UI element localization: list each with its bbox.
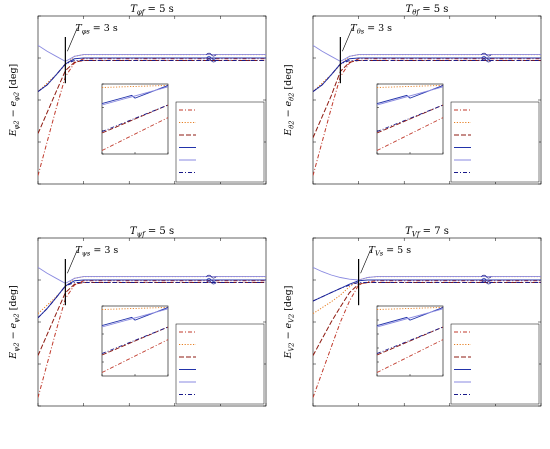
- inset-series-line: [376, 326, 444, 356]
- inset-series-line: [376, 308, 444, 328]
- series-line-1: [313, 280, 541, 398]
- y-axis-label: Eψ2 − eψ2 [deg]: [8, 285, 21, 360]
- chart-title: TVf = 7 s: [405, 226, 449, 239]
- legend: [450, 323, 540, 405]
- inset-series-line: [376, 117, 444, 151]
- inset-series-line: [101, 104, 169, 134]
- disturbance-mark: [206, 52, 217, 57]
- series-line-2: [313, 54, 541, 92]
- legend-frame: [450, 101, 540, 183]
- annotation-label: Tθs = 3 s: [350, 23, 392, 36]
- legend: [175, 101, 265, 183]
- annotation-label: TVs = 5 s: [369, 245, 412, 258]
- series-line-5: [313, 266, 541, 281]
- inset-series-line: [376, 104, 444, 134]
- chart-panel-3: Tψf = 5 s Eψ2 − eψ2 [deg] Tψs = 3 s: [8, 226, 267, 407]
- annotation-arrow: [342, 27, 353, 52]
- y-axis-label: EV2 − eV2 [deg]: [283, 286, 296, 360]
- disturbance-mark: [206, 58, 217, 63]
- annotation-arrow: [360, 249, 371, 274]
- disturbance-mark: [206, 56, 217, 60]
- inset-series-line: [101, 339, 169, 373]
- inset-zoom: [101, 305, 169, 377]
- inset-series-line: [376, 326, 444, 355]
- inset-series-line: [101, 104, 169, 133]
- inset-series-line: [376, 104, 444, 133]
- annotation-arrow: [67, 249, 78, 274]
- series-line-2: [38, 276, 266, 314]
- inset-series-line: [101, 326, 169, 355]
- inset-zoom: [376, 305, 444, 377]
- chart-panel-4: TVf = 7 s EV2 − eV2 [deg] TVs = 5 s: [283, 226, 542, 407]
- annotation-arrow: [67, 27, 78, 52]
- chart-title: Tθf = 5 s: [406, 4, 449, 17]
- inset-zoom: [376, 83, 444, 155]
- series-line-3: [38, 282, 266, 356]
- inset-series-line: [376, 86, 444, 106]
- inset-series-line: [101, 86, 169, 106]
- series-line-4: [313, 279, 541, 302]
- disturbance-mark: [481, 52, 492, 57]
- disturbance-mark: [481, 56, 492, 60]
- inset-zoom: [101, 83, 169, 155]
- series-line-5: [38, 267, 266, 284]
- disturbance-mark: [206, 280, 217, 285]
- inset-series-line: [101, 326, 169, 356]
- legend-frame: [450, 323, 540, 405]
- chart-panel-1: Tφf = 5 s Eφ2 − eφ2 [deg] Tφs = 3 s: [8, 4, 267, 185]
- y-axis-label: Eφ2 − eφ2 [deg]: [8, 64, 21, 138]
- disturbance-mark: [481, 274, 492, 279]
- chart-panel-2: Tθf = 5 s Eθ2 − eθ2 [deg] Tθs = 3 s: [283, 4, 542, 185]
- series-line-2: [313, 276, 541, 315]
- series-line-2: [38, 54, 266, 92]
- annotation-label: Tφs = 3 s: [75, 23, 117, 36]
- inset-series-line: [101, 308, 169, 328]
- series-line-3: [38, 60, 266, 134]
- series-line-5: [38, 45, 266, 62]
- disturbance-mark: [206, 274, 217, 279]
- series-line-5: [313, 45, 541, 62]
- legend-frame: [175, 323, 265, 405]
- y-axis-label: Eθ2 − eθ2 [deg]: [283, 64, 296, 136]
- annotation-label: Tψs = 3 s: [75, 245, 118, 258]
- chart-title: Tψf = 5 s: [130, 226, 174, 239]
- disturbance-mark: [481, 278, 492, 282]
- inset-series-line: [101, 117, 169, 151]
- inset-series-line: [376, 339, 444, 373]
- disturbance-mark: [206, 278, 217, 282]
- disturbance-mark: [481, 58, 492, 63]
- series-line-6: [313, 282, 541, 302]
- chart-title: Tφf = 5 s: [130, 4, 174, 17]
- legend: [175, 323, 265, 405]
- legend: [450, 101, 540, 183]
- legend-frame: [175, 101, 265, 183]
- disturbance-mark: [481, 280, 492, 285]
